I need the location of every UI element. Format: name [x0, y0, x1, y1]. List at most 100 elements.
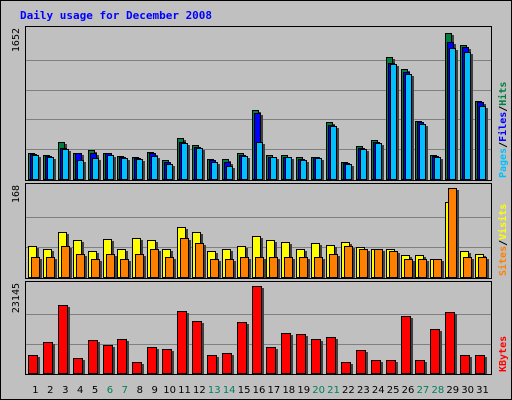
bar-pages-day-29	[449, 48, 456, 180]
chart-title: Daily usage for December 2008	[20, 9, 212, 22]
panel-kbytes: 23145	[11, 281, 492, 375]
bar-pages-day-11	[181, 143, 188, 180]
bar-pages-day-18	[285, 157, 292, 180]
series-kbytes	[28, 286, 487, 374]
day-label: 13	[208, 385, 221, 396]
bar-pages-day-14	[226, 166, 233, 180]
day-label: 30	[461, 385, 474, 396]
bar-pages-day-10	[166, 164, 173, 180]
bar-sites-day-9	[150, 249, 159, 278]
bar-sites-day-13	[210, 259, 219, 278]
bar-pages-day-7	[121, 158, 128, 180]
day-labels: 1 2 3 4 5 6 7 8 9 10 11 12 13 14 15 16 17 18 19 20 21 22 23 24 2…	[32, 385, 489, 396]
bar-sites-day-8	[135, 254, 144, 278]
bar-sites-day-11	[180, 238, 189, 278]
bar-pages-day-28	[434, 157, 441, 180]
bar-kbytes-day-20	[311, 339, 321, 374]
bar-kbytes-day-4	[73, 358, 83, 374]
day-label: 1	[32, 385, 38, 396]
bar-kbytes-day-26	[401, 316, 411, 374]
bar-pages-day-9	[151, 156, 158, 180]
bar-sites-day-10	[165, 257, 174, 278]
day-label: 10	[163, 385, 176, 396]
day-label: 8	[137, 385, 143, 396]
day-label: 23	[357, 385, 370, 396]
bar-sites-day-5	[91, 259, 100, 278]
day-label: 26	[402, 385, 415, 396]
bar-sites-day-1	[31, 257, 40, 278]
bar-pages-day-26	[405, 74, 412, 180]
bar-kbytes-day-27	[415, 360, 425, 374]
bar-sites-day-14	[225, 259, 234, 278]
day-label: 20	[312, 385, 325, 396]
chart-panels: 1652 168 23145	[11, 26, 492, 375]
bar-pages-day-24	[375, 143, 382, 180]
day-label: 24	[372, 385, 385, 396]
bar-sites-day-21	[329, 254, 338, 278]
day-label: 11	[178, 385, 191, 396]
legend-entry: Hits	[497, 82, 509, 106]
day-label: 28	[431, 385, 444, 396]
bar-kbytes-day-29	[445, 312, 455, 374]
day-label: 27	[417, 385, 430, 396]
legend-entry: Files	[497, 112, 509, 142]
bar-sites-day-29	[448, 188, 457, 278]
panel-max-label: 1652	[11, 28, 22, 52]
bar-kbytes-day-6	[103, 345, 113, 374]
bar-kbytes-day-5	[88, 340, 98, 374]
bar-sites-day-12	[195, 243, 204, 278]
bar-pages-day-30	[464, 52, 471, 180]
bar-kbytes-day-14	[222, 353, 232, 374]
bar-sites-day-25	[389, 251, 398, 278]
bar-pages-day-25	[390, 64, 397, 180]
legend-entry: /	[498, 142, 509, 148]
side-legend-visits-sites: Sites/Visits	[497, 204, 509, 276]
day-label: 12	[193, 385, 206, 396]
bar-sites-day-22	[344, 246, 353, 278]
day-label: 9	[151, 385, 157, 396]
day-label: 4	[77, 385, 83, 396]
bar-pages-day-21	[330, 126, 337, 180]
bar-kbytes-day-30	[460, 355, 470, 374]
bar-pages-day-6	[107, 155, 114, 180]
bar-kbytes-day-3	[58, 305, 68, 374]
panel-max-label: 168	[11, 185, 22, 203]
day-label: 18	[282, 385, 295, 396]
bar-kbytes-day-18	[281, 333, 291, 374]
bar-sites-day-18	[284, 257, 293, 278]
bar-kbytes-day-7	[117, 339, 127, 374]
legend-entry: Visits	[497, 204, 509, 240]
bar-pages-day-20	[315, 158, 322, 180]
bar-sites-day-16	[255, 257, 264, 278]
bar-kbytes-day-24	[371, 360, 381, 374]
bar-kbytes-day-17	[266, 347, 276, 374]
bar-sites-day-19	[299, 257, 308, 278]
bar-kbytes-day-15	[237, 322, 247, 374]
bar-sites-day-17	[269, 257, 278, 278]
bar-sites-day-31	[478, 257, 487, 278]
bar-kbytes-day-21	[326, 337, 336, 374]
bar-pages-day-1	[32, 155, 39, 180]
bar-kbytes-day-19	[296, 334, 306, 374]
bar-pages-day-19	[300, 160, 307, 180]
bar-kbytes-day-11	[177, 311, 187, 374]
bar-kbytes-day-8	[132, 362, 142, 374]
legend-entry: /	[498, 106, 509, 112]
day-label: 2	[47, 385, 53, 396]
bar-pages-day-16	[256, 142, 263, 180]
bar-kbytes-day-16	[252, 286, 262, 374]
bar-sites-day-4	[76, 254, 85, 278]
day-label: 3	[62, 385, 68, 396]
day-label: 7	[122, 385, 128, 396]
bar-kbytes-day-31	[475, 355, 485, 374]
legend-entry: KBytes	[498, 336, 509, 372]
panel-visits-sites: 168	[11, 183, 492, 279]
day-label: 21	[327, 385, 340, 396]
bar-kbytes-day-10	[162, 349, 172, 374]
day-label: 5	[92, 385, 98, 396]
bar-kbytes-day-25	[386, 360, 396, 374]
day-label: 19	[297, 385, 310, 396]
bar-sites-day-26	[404, 259, 413, 278]
panel-max-label: 23145	[11, 283, 22, 313]
